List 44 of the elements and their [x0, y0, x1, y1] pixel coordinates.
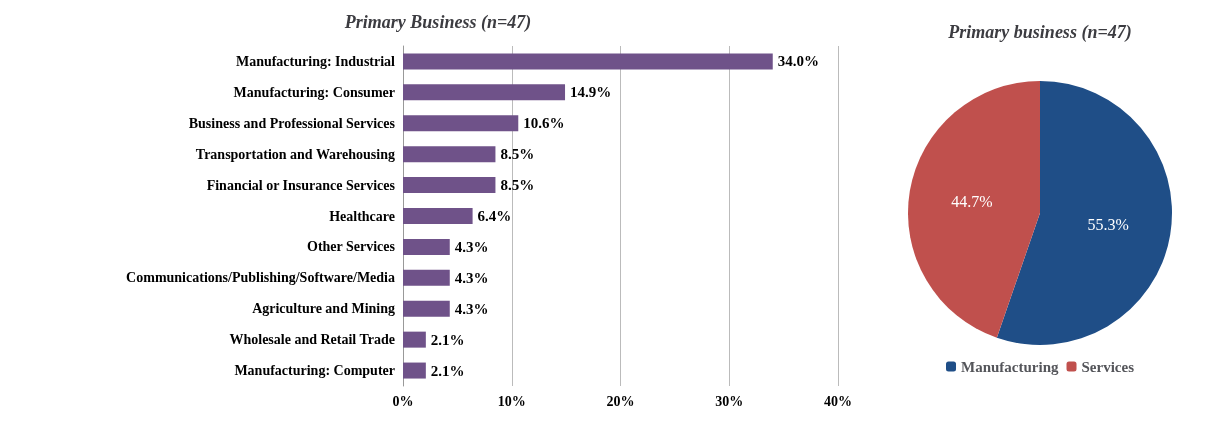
bar [403, 53, 773, 70]
data-label: 34.0% [777, 53, 819, 70]
x-tick-label: 10% [497, 393, 526, 409]
data-label: 4.3% [454, 238, 489, 255]
legend-label: Manufacturing [961, 358, 1060, 375]
data-label: 2.1% [430, 362, 465, 379]
y-tick-label: Financial or Insurance Services [206, 177, 396, 193]
bar [403, 84, 566, 101]
chart-title: Primary business (n=47) [947, 22, 1132, 43]
data-label: 14.9% [570, 84, 612, 101]
data-label: 44.7% [951, 193, 993, 211]
bar [403, 146, 496, 163]
data-label: 6.4% [477, 208, 512, 224]
bar [403, 300, 450, 317]
y-tick-label: Business and Professional Services [188, 115, 396, 131]
bar [403, 115, 519, 132]
x-tick-label: 40% [824, 393, 852, 409]
bar [403, 331, 426, 348]
y-tick-label: Transportation and Warehousing [195, 146, 395, 162]
bar [403, 238, 450, 255]
bar [403, 362, 426, 379]
y-tick-label: Wholesale and Retail Trade [229, 332, 395, 348]
y-tick-label: Agriculture and Mining [252, 301, 395, 317]
bar [403, 269, 450, 286]
data-label: 8.5% [500, 177, 535, 194]
data-label: 2.1% [430, 331, 465, 348]
x-tick-label: 0% [392, 393, 414, 409]
data-label: 4.3% [454, 269, 489, 286]
bar [403, 177, 496, 194]
data-label: 10.6% [523, 115, 565, 132]
x-tick-label: 20% [606, 393, 635, 409]
bar [403, 208, 473, 224]
data-label: 55.3% [1087, 215, 1129, 233]
y-tick-label: Manufacturing: Industrial [235, 53, 396, 69]
y-tick-label: Other Services [307, 239, 396, 255]
y-tick-label: Communications/Publishing/Software/Media [126, 270, 395, 286]
data-label: 8.5% [500, 146, 535, 163]
legend-label: Services [1081, 358, 1135, 375]
x-tick-label: 30% [715, 393, 744, 409]
y-tick-label: Healthcare [329, 208, 395, 224]
data-label: 4.3% [454, 300, 489, 317]
chart-title: Primary Business (n=47) [343, 12, 532, 33]
y-tick-label: Manufacturing: Computer [234, 363, 395, 379]
y-tick-label: Manufacturing: Consumer [233, 84, 395, 100]
